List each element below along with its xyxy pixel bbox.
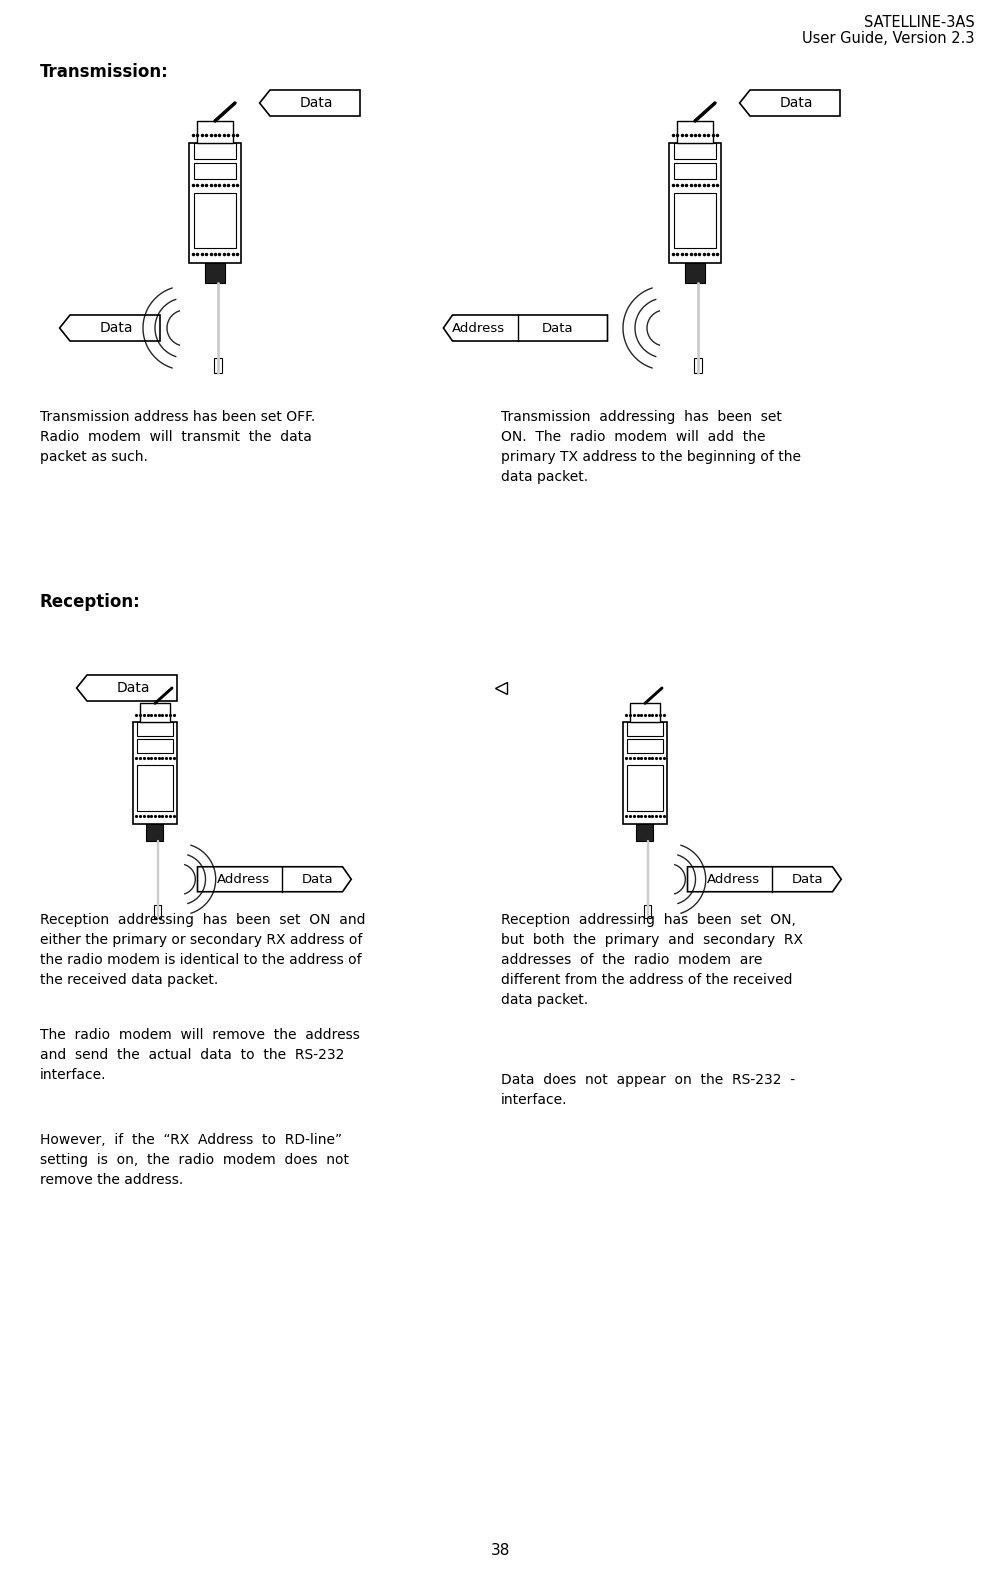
Bar <box>627 739 663 752</box>
Bar <box>629 703 660 722</box>
Polygon shape <box>687 867 842 892</box>
Bar <box>194 162 236 178</box>
Text: Address: Address <box>452 322 505 335</box>
Text: However,  if  the  “RX  Address  to  RD-line”
setting  is  on,  the  radio  mode: However, if the “RX Address to RD-line” … <box>40 1133 349 1187</box>
Bar <box>685 263 705 284</box>
Bar <box>194 193 236 249</box>
Bar <box>669 143 721 263</box>
Text: Transmission address has been set OFF.
Radio  modem  will  transmit  the  data
p: Transmission address has been set OFF. R… <box>40 409 316 464</box>
Polygon shape <box>76 675 177 701</box>
Bar <box>674 193 716 249</box>
Text: Transmission  addressing  has  been  set
ON.  The  radio  modem  will  add  the
: Transmission addressing has been set ON.… <box>501 409 801 484</box>
Polygon shape <box>197 867 352 892</box>
Text: Data  does  not  appear  on  the  RS-232  -
interface.: Data does not appear on the RS-232 - int… <box>501 1074 796 1107</box>
Text: 38: 38 <box>491 1544 511 1558</box>
Bar <box>694 358 702 373</box>
Bar <box>133 722 177 824</box>
Text: Transmission:: Transmission: <box>40 64 168 81</box>
Text: Data: Data <box>116 680 149 695</box>
Polygon shape <box>59 315 160 341</box>
Text: Address: Address <box>217 873 271 886</box>
Bar <box>137 722 173 736</box>
Bar <box>137 765 173 811</box>
Text: Reception  addressing  has  been  set  ON  and
either the primary or secondary R: Reception addressing has been set ON and… <box>40 913 366 988</box>
Bar <box>636 824 653 841</box>
Bar <box>137 739 173 752</box>
Polygon shape <box>260 89 360 116</box>
Text: Data: Data <box>542 322 574 335</box>
Bar <box>623 722 667 824</box>
Bar <box>139 703 170 722</box>
Text: Data: Data <box>300 96 333 110</box>
Bar <box>674 143 716 159</box>
Bar <box>205 263 225 284</box>
Polygon shape <box>739 89 840 116</box>
Bar <box>214 358 222 373</box>
Text: User Guide, Version 2.3: User Guide, Version 2.3 <box>803 30 975 46</box>
Bar <box>197 121 233 143</box>
Text: Data: Data <box>302 873 334 886</box>
Text: Reception:: Reception: <box>40 593 140 612</box>
Bar <box>146 824 163 841</box>
Bar <box>677 121 713 143</box>
Bar <box>674 162 716 178</box>
Bar <box>154 905 161 918</box>
Bar <box>627 722 663 736</box>
Text: Address: Address <box>707 873 761 886</box>
Text: Data: Data <box>99 322 133 335</box>
Bar <box>644 905 651 918</box>
Polygon shape <box>444 315 607 341</box>
Text: Data: Data <box>792 873 824 886</box>
Text: SATELLINE-3AS: SATELLINE-3AS <box>865 14 975 30</box>
Bar <box>194 143 236 159</box>
Text: Reception  addressing  has  been  set  ON,
but  both  the  primary  and  seconda: Reception addressing has been set ON, bu… <box>501 913 803 1007</box>
Text: Data: Data <box>780 96 813 110</box>
Text: The  radio  modem  will  remove  the  address
and  send  the  actual  data  to  : The radio modem will remove the address … <box>40 1027 360 1082</box>
Bar <box>189 143 241 263</box>
Bar <box>627 765 663 811</box>
